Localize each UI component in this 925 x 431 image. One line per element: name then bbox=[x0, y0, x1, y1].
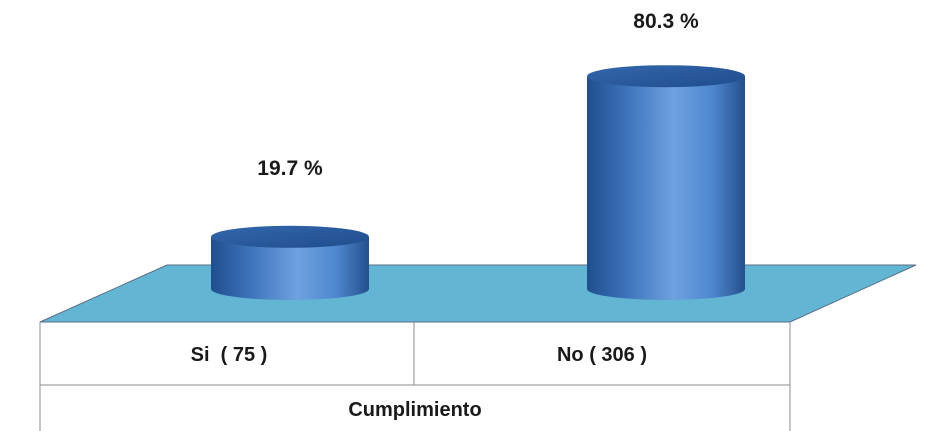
bar-si-body bbox=[211, 236, 369, 300]
category-label-si: Si ( 75 ) bbox=[191, 344, 268, 366]
data-label-si: 19.7 % bbox=[257, 157, 323, 180]
bar-no-body bbox=[587, 76, 745, 300]
bar-si-cap bbox=[211, 225, 369, 248]
chart-floor bbox=[39, 264, 917, 323]
data-label-no: 80.3 % bbox=[633, 10, 699, 33]
bar-no-cap bbox=[587, 65, 745, 88]
bar-no bbox=[587, 65, 745, 300]
category-label-no: No ( 306 ) bbox=[557, 344, 647, 366]
bars bbox=[211, 65, 745, 300]
category-table bbox=[39, 322, 791, 431]
bar-si bbox=[211, 225, 369, 300]
x-axis-title: Cumplimiento bbox=[348, 399, 481, 421]
